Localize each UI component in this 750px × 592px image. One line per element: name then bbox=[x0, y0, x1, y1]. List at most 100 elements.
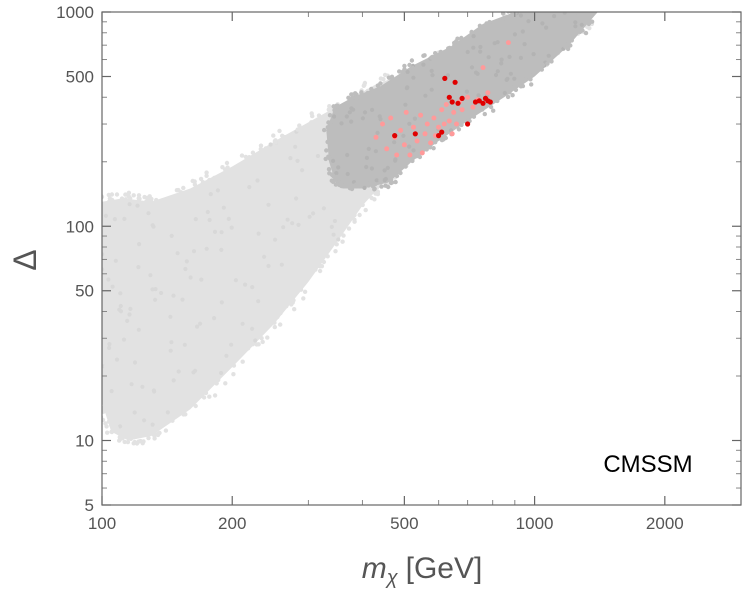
scan-point-dark bbox=[577, 29, 583, 34]
scan-point-light bbox=[207, 217, 212, 223]
scan-point-light bbox=[317, 268, 323, 274]
scan-point-light bbox=[136, 265, 141, 270]
scan-point-light bbox=[334, 242, 339, 247]
scan-point-dark bbox=[397, 69, 402, 74]
scan-point-light bbox=[134, 434, 139, 439]
light-red-point bbox=[436, 124, 442, 130]
y-tick-label: 100 bbox=[66, 217, 94, 236]
scan-point-light bbox=[285, 217, 290, 222]
scan-point-light bbox=[109, 389, 114, 394]
scan-point-dark bbox=[411, 75, 416, 80]
scan-point-light bbox=[205, 209, 210, 215]
scan-point-light bbox=[321, 259, 327, 265]
scan-point-light bbox=[290, 221, 295, 226]
scan-point-light bbox=[204, 173, 209, 178]
scan-point-dark bbox=[512, 32, 518, 37]
scan-point-light bbox=[171, 378, 176, 383]
scan-point-light bbox=[208, 192, 213, 197]
scan-point-dark bbox=[516, 7, 520, 11]
scan-point-light bbox=[277, 128, 282, 134]
scan-point-dark bbox=[573, 12, 578, 15]
scan-point-dark bbox=[528, 77, 533, 82]
scan-point-light bbox=[106, 192, 112, 198]
scan-point-dark bbox=[452, 40, 457, 46]
scan-point-dark bbox=[508, 71, 513, 76]
scan-point-dark bbox=[433, 51, 438, 56]
scan-point-light bbox=[160, 198, 165, 203]
light-red-point bbox=[398, 127, 404, 133]
scan-point-dark bbox=[499, 61, 504, 66]
scan-point-dark bbox=[404, 86, 409, 91]
scan-point-light bbox=[175, 251, 180, 256]
scan-point-dark bbox=[411, 148, 416, 153]
scan-point-light bbox=[102, 286, 104, 291]
scan-point-light bbox=[117, 435, 123, 440]
scan-point-light bbox=[301, 126, 306, 131]
scan-point-dark bbox=[465, 49, 470, 55]
scan-point-light bbox=[346, 226, 352, 231]
light-red-point bbox=[428, 140, 434, 146]
scan-point-dark bbox=[427, 145, 433, 150]
scan-point-light bbox=[102, 209, 105, 214]
light-red-point bbox=[407, 152, 413, 158]
scan-point-dark bbox=[540, 62, 545, 68]
scan-point-dark bbox=[397, 170, 402, 175]
scan-point-light bbox=[317, 263, 323, 268]
scan-point-light bbox=[219, 370, 224, 376]
light-red-point bbox=[411, 124, 416, 130]
red-point bbox=[459, 95, 465, 101]
scan-point-light bbox=[295, 158, 300, 163]
scan-point-light bbox=[170, 197, 175, 202]
scan-point-dark bbox=[337, 104, 342, 110]
scan-point-dark bbox=[477, 23, 483, 28]
scan-point-light bbox=[357, 212, 362, 218]
scan-point-dark bbox=[365, 90, 370, 96]
scan-point-dark bbox=[327, 113, 333, 118]
scan-point-light bbox=[136, 193, 142, 198]
scan-point-dark bbox=[351, 107, 356, 112]
y-tick-label: 50 bbox=[75, 282, 94, 301]
scan-point-dark bbox=[478, 49, 483, 54]
scan-point-dark bbox=[407, 121, 412, 126]
scan-point-light bbox=[587, 26, 592, 31]
scan-point-light bbox=[105, 430, 110, 435]
x-axis-title-unit: [GeV] bbox=[406, 552, 483, 585]
scan-point-light bbox=[109, 423, 114, 428]
scan-point-light bbox=[224, 160, 230, 166]
scan-point-light bbox=[343, 217, 348, 222]
scan-point-light bbox=[151, 388, 156, 393]
scan-point-dark bbox=[410, 158, 415, 164]
scan-point-dark bbox=[351, 183, 356, 188]
scan-point-dark bbox=[403, 102, 408, 107]
x-tick-label: 500 bbox=[390, 514, 418, 533]
red-point bbox=[476, 98, 482, 104]
scan-point-dark bbox=[540, 21, 545, 26]
scan-point-light bbox=[110, 284, 115, 289]
scan-point-light bbox=[369, 195, 374, 201]
plot-area bbox=[102, 7, 598, 446]
scan-point-light bbox=[191, 249, 197, 254]
scan-point-light bbox=[247, 155, 252, 160]
scan-point-light bbox=[154, 197, 159, 203]
light-red-point bbox=[449, 131, 455, 137]
y-tick-label: 1000 bbox=[56, 3, 94, 22]
scan-point-light bbox=[265, 150, 270, 155]
scan-point-light bbox=[209, 380, 214, 385]
scan-point-dark bbox=[383, 176, 388, 182]
scan-point-light bbox=[239, 351, 245, 356]
scan-point-light bbox=[329, 224, 334, 229]
scan-point-light bbox=[104, 357, 110, 363]
scan-point-dark bbox=[344, 114, 349, 119]
scan-point-light bbox=[243, 154, 248, 160]
scan-point-light bbox=[123, 197, 128, 202]
x-tick-label: 200 bbox=[218, 514, 246, 533]
scan-point-dark bbox=[583, 30, 589, 36]
red-point bbox=[480, 100, 486, 106]
scan-point-light bbox=[321, 249, 326, 255]
red-point bbox=[487, 99, 493, 105]
scan-point-dark bbox=[424, 147, 429, 152]
scan-point-dark bbox=[502, 90, 507, 96]
red-point bbox=[465, 121, 471, 127]
scan-point-light bbox=[148, 273, 153, 278]
light-red-point bbox=[422, 131, 428, 137]
